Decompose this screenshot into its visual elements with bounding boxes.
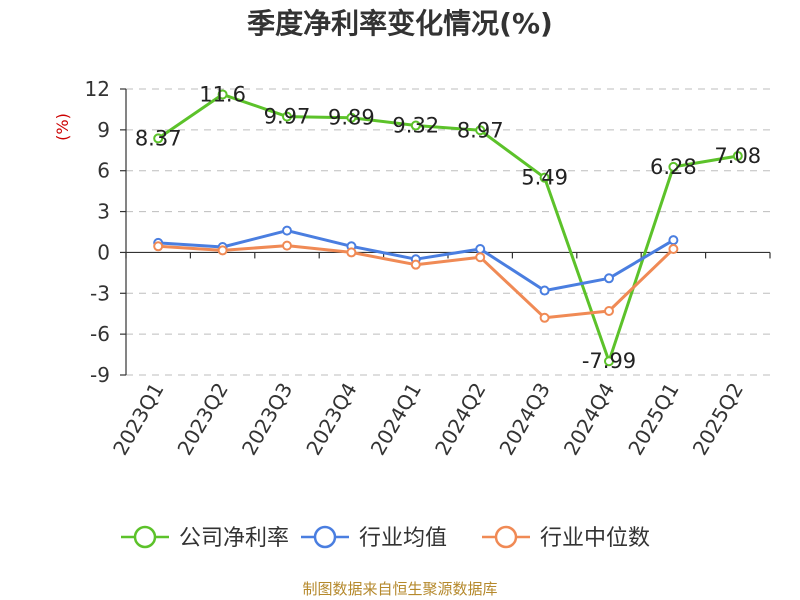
x-tick-label: 2024Q1 (366, 379, 426, 460)
y-tick-label: -9 (90, 363, 110, 387)
x-tick-label: 2024Q4 (559, 379, 619, 460)
data-point (604, 356, 614, 367)
legend-label: 行业均值 (359, 526, 447, 551)
chart-title: 季度净利率变化情况(%) (247, 7, 553, 40)
data-label: 11.6 (199, 82, 246, 106)
data-point (346, 112, 357, 123)
legend-label: 行业中位数 (540, 526, 650, 551)
data-label: -7.99 (582, 349, 636, 373)
data-label: 6.28 (650, 155, 697, 179)
y-tick-label: 0 (97, 240, 110, 264)
x-tick-label: 2025Q2 (688, 379, 748, 460)
legend: 公司净利率 行业均值 行业中位数 (121, 525, 650, 551)
data-point (410, 120, 421, 131)
data-point (153, 133, 164, 144)
x-tick-label: 2023Q3 (237, 379, 297, 460)
y-axis-unit-label: (%) (53, 113, 72, 141)
x-tick-label: 2023Q4 (301, 379, 361, 460)
y-tick-label: 6 (97, 159, 110, 183)
y-tick-label: -6 (90, 322, 110, 346)
data-point (475, 125, 486, 136)
legend-marker (313, 525, 337, 549)
legend-marker (133, 525, 157, 549)
data-point (217, 245, 228, 256)
x-tick-label: 2024Q2 (430, 379, 490, 460)
data-point (282, 111, 292, 122)
data-point (153, 241, 164, 252)
data-point (668, 244, 679, 255)
data-labels: 8.37 11.6 9.97 9.89 9.32 8.97 5.49 -7.99 6.28 7.0… (135, 82, 761, 373)
data-label: 5.49 (521, 166, 568, 190)
data-point (410, 259, 421, 270)
source-note: 制图数据来自恒生聚源数据库 (302, 580, 497, 598)
x-tick-label: 2024Q3 (494, 379, 554, 460)
series-line (157, 92, 739, 363)
data-point (732, 151, 743, 162)
data-point (475, 252, 486, 263)
grid-lines (126, 88, 770, 376)
data-point (539, 285, 550, 296)
data-label: 8.97 (457, 118, 504, 142)
data-point (217, 89, 228, 100)
data-point (475, 244, 486, 255)
data-point (604, 273, 614, 284)
data-point (539, 172, 550, 183)
series-lines (153, 89, 743, 367)
y-tick-label: 12 (85, 77, 110, 101)
data-point (282, 240, 292, 251)
data-point (668, 161, 679, 172)
data-label: 8.37 (135, 126, 182, 150)
x-tick-label: 2023Q1 (108, 379, 168, 460)
data-point (539, 312, 550, 323)
y-tick-label: -3 (90, 281, 110, 305)
x-tick-label: 2023Q2 (172, 379, 232, 460)
y-tick-label: 3 (97, 200, 110, 224)
legend-label: 公司净利率 (179, 526, 289, 551)
data-label: 9.97 (264, 105, 311, 129)
legend-marker (494, 525, 518, 549)
data-point (282, 225, 292, 236)
x-tick-label: 2025Q1 (623, 379, 683, 460)
y-tick-label: 9 (97, 118, 110, 142)
data-label: 9.89 (328, 106, 375, 130)
data-point (604, 305, 614, 316)
data-point (668, 235, 679, 246)
data-label: 9.32 (392, 113, 439, 137)
data-point (346, 247, 357, 258)
data-label: 7.08 (714, 144, 761, 168)
